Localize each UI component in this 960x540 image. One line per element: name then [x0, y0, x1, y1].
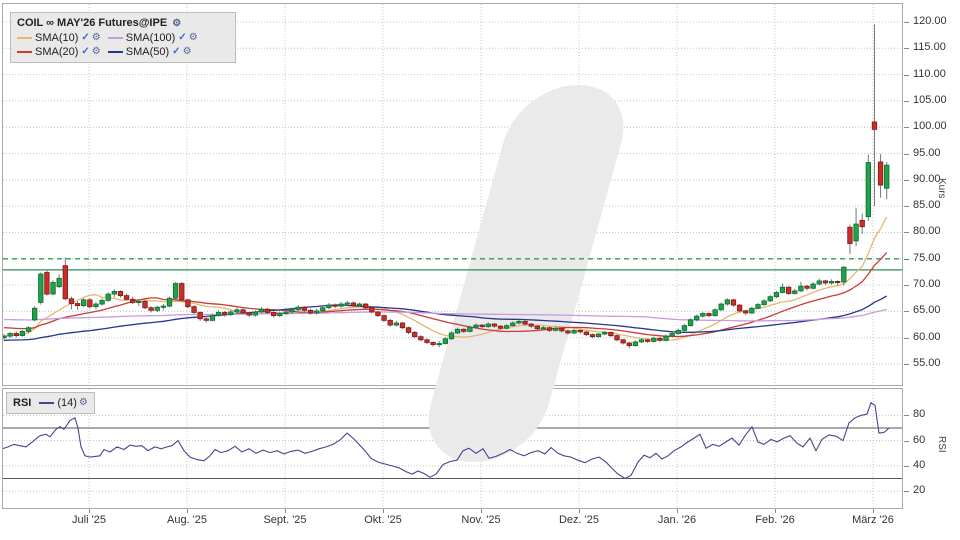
axis-tick-label: 60.00	[913, 331, 941, 343]
axis-tick-label: 65.00	[913, 304, 941, 316]
sma-legend-items: SMA(10) ✓ ⚙ SMA(100) ✓ ⚙ SMA(20) ✓ ⚙ SMA(50) ✓ ⚙	[17, 31, 229, 59]
month-tick	[481, 509, 482, 513]
month-tick	[579, 509, 580, 513]
axis-tick	[904, 311, 909, 312]
month-label[interactable]: Okt. '25	[364, 514, 402, 526]
month-label[interactable]: Aug. '25	[166, 514, 208, 526]
axis-tick	[904, 259, 909, 260]
month-tick	[285, 509, 286, 513]
axis-tick-label: 110.00	[913, 68, 946, 80]
legend-item-sma50: SMA(50) ✓ ⚙	[107, 45, 192, 59]
axis-tick-label: 100.00	[913, 120, 947, 132]
axis-tick-label: 75.00	[913, 252, 941, 264]
axis-tick	[904, 206, 909, 207]
axis-tick	[904, 75, 909, 76]
month-tick	[677, 509, 678, 513]
sma-line-sample	[17, 51, 32, 53]
instrument-settings-gear-icon[interactable]: ⚙	[172, 18, 182, 29]
sma-settings-gear-icon[interactable]: ⚙	[91, 46, 101, 57]
month-label[interactable]: Dez. '25	[558, 514, 599, 526]
month-label[interactable]: Nov. '25	[461, 514, 501, 526]
axis-tick-label: 85.00	[913, 199, 941, 211]
month-label[interactable]: März '26	[852, 514, 894, 526]
sma-settings-gear-icon[interactable]: ⚙	[91, 32, 101, 43]
axis-tick	[904, 101, 909, 102]
month-tick	[383, 509, 384, 513]
month-label[interactable]: Sept. '25	[263, 514, 307, 526]
axis-tick	[904, 180, 909, 181]
axis-tick	[904, 338, 909, 339]
sma-line-sample	[17, 37, 32, 39]
instrument-legend: COIL ∞ MAY'26 Futures@IPE ⚙ SMA(10) ✓ ⚙ SMA…	[10, 12, 236, 63]
month-tick	[187, 509, 188, 513]
legend-item-sma100: SMA(100) ✓ ⚙	[107, 31, 198, 45]
rsi-settings-gear-icon[interactable]: ⚙	[78, 397, 88, 408]
axis-tick-label: 115.00	[913, 41, 946, 53]
axis-tick	[904, 48, 909, 49]
sma-line-sample	[107, 51, 123, 53]
sma-settings-gear-icon[interactable]: ⚙	[188, 32, 198, 43]
axis-tick-label: 105.00	[913, 94, 947, 106]
time-axis: Juli '25 Aug. '25 Sept. '25 Okt. '25 Nov. '2…	[2, 509, 903, 539]
sma-label: SMA(20)	[35, 46, 79, 58]
axis-tick	[904, 22, 909, 23]
legend-item-sma10: SMA(10) ✓ ⚙	[17, 31, 101, 45]
axis-tick-label: 80	[913, 408, 926, 420]
sma-label: SMA(50)	[125, 46, 170, 58]
sma-visibility-checkmark[interactable]: ✓	[81, 32, 90, 43]
month-label[interactable]: Jan. '26	[657, 514, 697, 526]
axis-tick-label: 80.00	[913, 225, 941, 237]
rsi-legend-title: RSI	[13, 397, 32, 409]
sma-visibility-checkmark[interactable]: ✓	[178, 32, 187, 43]
axis-tick	[904, 232, 909, 233]
axis-tick-label: 95.00	[913, 147, 941, 159]
axis-tick-label: 40	[913, 459, 926, 471]
price-axis-title: Kurs	[936, 178, 947, 199]
axis-tick	[904, 441, 909, 442]
axis-tick	[904, 466, 909, 467]
axis-tick	[904, 364, 909, 365]
legend-item-sma20: SMA(20) ✓ ⚙	[17, 45, 101, 59]
rsi-period-label: (14)	[57, 397, 77, 409]
axis-tick	[904, 415, 909, 416]
month-label[interactable]: Feb. '26	[755, 514, 795, 526]
sma-label: SMA(100)	[125, 32, 176, 44]
rsi-axis-title: RSI	[936, 436, 947, 453]
right-axis-column: 120.00 115.00 110.00 105.00 100.00 95.00 90.00…	[904, 0, 960, 540]
axis-tick-label: 60	[913, 434, 926, 446]
axis-tick-label: 90.00	[913, 173, 941, 185]
rsi-line-sample	[39, 402, 55, 404]
axis-tick-label: 70.00	[913, 278, 941, 290]
axis-tick-label: 120.00	[913, 15, 947, 27]
axis-tick	[904, 285, 909, 286]
rsi-legend: RSI (14) ⚙	[6, 392, 95, 414]
sma-visibility-checkmark[interactable]: ✓	[81, 46, 90, 57]
sma-visibility-checkmark[interactable]: ✓	[172, 46, 181, 57]
sma-settings-gear-icon[interactable]: ⚙	[182, 46, 192, 57]
month-tick	[873, 509, 874, 513]
month-tick	[89, 509, 90, 513]
axis-tick-label: 55.00	[913, 357, 941, 369]
instrument-title: COIL ∞ MAY'26 Futures@IPE ⚙	[17, 17, 182, 29]
axis-tick	[904, 491, 909, 492]
axis-tick	[904, 127, 909, 128]
price-grid	[3, 4, 902, 385]
sma-line-sample	[107, 37, 123, 39]
sma-label: SMA(10)	[35, 32, 79, 44]
axis-tick	[904, 154, 909, 155]
axis-tick-label: 20	[913, 484, 926, 496]
month-label[interactable]: Juli '25	[72, 514, 106, 526]
month-tick	[775, 509, 776, 513]
